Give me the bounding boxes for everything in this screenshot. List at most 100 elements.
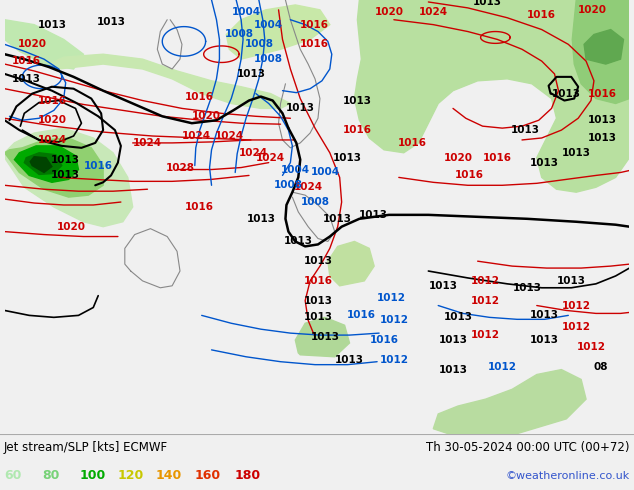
Text: 160: 160 — [195, 469, 221, 483]
Text: 1016: 1016 — [587, 89, 616, 98]
Polygon shape — [584, 29, 623, 64]
Text: 1013: 1013 — [512, 283, 541, 293]
Text: 08: 08 — [593, 362, 608, 371]
Text: 1013: 1013 — [557, 276, 586, 286]
Text: 1012: 1012 — [377, 293, 405, 303]
Text: 1016: 1016 — [483, 153, 512, 163]
Text: 1024: 1024 — [238, 148, 268, 158]
Text: 1016: 1016 — [347, 310, 376, 320]
Polygon shape — [4, 20, 84, 69]
Text: 1024: 1024 — [294, 182, 323, 192]
Text: 1013: 1013 — [530, 335, 559, 345]
Text: 1013: 1013 — [439, 365, 467, 374]
Text: 1013: 1013 — [333, 153, 362, 163]
Text: 1016: 1016 — [398, 138, 427, 148]
Text: 1016: 1016 — [304, 276, 332, 286]
Text: 1013: 1013 — [530, 158, 559, 168]
Text: 1012: 1012 — [576, 342, 605, 352]
Text: 180: 180 — [235, 469, 261, 483]
Text: 1008: 1008 — [254, 54, 283, 64]
Text: 1013: 1013 — [429, 281, 458, 291]
Polygon shape — [354, 0, 630, 192]
Text: 1024: 1024 — [256, 153, 285, 163]
Text: 1013: 1013 — [530, 310, 559, 320]
Text: 1016: 1016 — [527, 10, 556, 20]
Text: 1013: 1013 — [323, 214, 353, 224]
Text: 1013: 1013 — [587, 133, 616, 143]
Text: 1020: 1020 — [37, 115, 67, 125]
Text: 1016: 1016 — [370, 335, 399, 345]
Text: 1016: 1016 — [343, 125, 372, 135]
Text: 1024: 1024 — [133, 138, 162, 148]
Text: 1004: 1004 — [281, 165, 310, 174]
Text: 1012: 1012 — [471, 330, 500, 340]
Text: ©weatheronline.co.uk: ©weatheronline.co.uk — [506, 471, 630, 481]
Text: 1016: 1016 — [299, 39, 328, 49]
Text: 120: 120 — [118, 469, 145, 483]
Text: 1020: 1020 — [443, 153, 472, 163]
Text: 1013: 1013 — [12, 74, 41, 84]
Text: 1012: 1012 — [379, 355, 408, 365]
Text: 1013: 1013 — [343, 96, 372, 105]
Text: 1013: 1013 — [37, 20, 67, 29]
Text: 1013: 1013 — [51, 171, 80, 180]
Text: 1020: 1020 — [18, 39, 47, 49]
Text: 1012: 1012 — [562, 300, 591, 311]
Text: 1004: 1004 — [254, 20, 283, 29]
Text: 1008: 1008 — [244, 39, 273, 49]
Polygon shape — [226, 5, 330, 59]
Text: 1020: 1020 — [375, 7, 403, 17]
Text: 1013: 1013 — [286, 103, 314, 113]
Text: 1004: 1004 — [310, 168, 339, 177]
Text: 1016: 1016 — [84, 161, 113, 171]
Text: 1013: 1013 — [247, 214, 275, 224]
Polygon shape — [4, 128, 133, 227]
Polygon shape — [4, 138, 103, 197]
Polygon shape — [573, 0, 630, 103]
Text: 140: 140 — [156, 469, 182, 483]
Text: 1013: 1013 — [304, 312, 332, 322]
Text: 1024: 1024 — [37, 135, 67, 145]
Text: 1013: 1013 — [335, 355, 364, 365]
Text: 1012: 1012 — [471, 295, 500, 306]
Text: Th 30-05-2024 00:00 UTC (00+72): Th 30-05-2024 00:00 UTC (00+72) — [427, 441, 630, 454]
Text: 80: 80 — [42, 469, 60, 483]
Polygon shape — [49, 54, 290, 108]
Text: 1016: 1016 — [185, 92, 214, 101]
Text: 1013: 1013 — [51, 155, 80, 165]
Polygon shape — [328, 242, 374, 286]
Text: 1020: 1020 — [57, 221, 86, 232]
Text: 1008: 1008 — [224, 29, 254, 40]
Text: 1013: 1013 — [96, 17, 126, 26]
Text: 1028: 1028 — [165, 163, 195, 172]
Polygon shape — [15, 146, 79, 182]
Text: 1013: 1013 — [473, 0, 502, 7]
Text: 1013: 1013 — [587, 115, 616, 125]
Text: 1013: 1013 — [562, 148, 591, 158]
Text: 1013: 1013 — [236, 69, 266, 79]
Text: 1016: 1016 — [299, 20, 328, 29]
Text: 1020: 1020 — [578, 5, 607, 15]
Text: 1013: 1013 — [552, 89, 581, 98]
Text: 1013: 1013 — [359, 210, 387, 220]
Text: 1012: 1012 — [379, 315, 408, 325]
Text: 1008: 1008 — [274, 180, 303, 190]
Text: 1016: 1016 — [37, 96, 67, 105]
Polygon shape — [295, 318, 349, 357]
Text: 1016: 1016 — [455, 171, 484, 180]
Text: 1013: 1013 — [304, 256, 332, 266]
Text: 1012: 1012 — [488, 362, 517, 371]
Text: 1004: 1004 — [231, 7, 261, 17]
Text: 1024: 1024 — [418, 7, 448, 17]
Text: 1013: 1013 — [439, 335, 467, 345]
Text: 1024: 1024 — [182, 131, 211, 141]
Text: 1013: 1013 — [311, 332, 339, 342]
Text: 1024: 1024 — [215, 131, 244, 141]
Text: 1013: 1013 — [284, 237, 313, 246]
Text: 1012: 1012 — [471, 276, 500, 286]
Text: Jet stream/SLP [kts] ECMWF: Jet stream/SLP [kts] ECMWF — [4, 441, 168, 454]
Text: 100: 100 — [80, 469, 107, 483]
Text: 60: 60 — [4, 469, 22, 483]
Text: 1013: 1013 — [510, 125, 540, 135]
Polygon shape — [24, 153, 61, 174]
